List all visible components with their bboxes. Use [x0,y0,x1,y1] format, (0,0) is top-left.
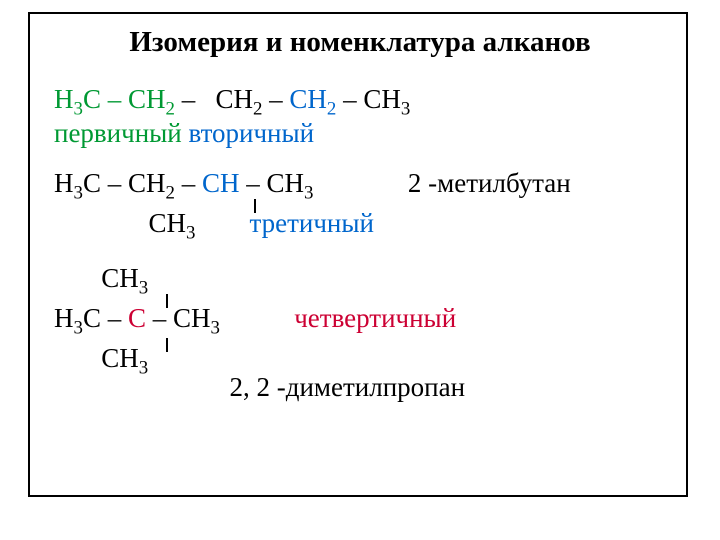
pentane-labels: первичный вторичный [54,119,666,147]
quaternary-carbon: C [128,303,146,333]
bond-line-1 [254,199,256,213]
primary-label: первичный [54,118,182,148]
secondary-label: вторичный [189,118,315,148]
quaternary-label: четвертичный [294,303,456,333]
bond-line-3 [166,338,168,352]
secondary-carbon: CH2 [289,84,336,114]
bond-line-2 [166,294,168,308]
example-3: CH3 H3C – C – CH3 четвертичный CH3 2, 2 … [54,264,666,403]
example-1: H3C – CH2 – CH2 – CH2 – CH3 первичный вт… [54,85,666,147]
dimethylpropane-main: H3C – C – CH3 четвертичный [54,304,666,334]
pentane-formula: H3C – CH2 – CH2 – CH2 – CH3 [54,85,666,115]
methylbutane-name: 2 -метилбутан [408,168,571,198]
methylbutane-branch: CH3 третичный [54,209,666,239]
slide-frame: Изомерия и номенклатура алканов H3C – CH… [28,12,688,497]
slide-title: Изомерия и номенклатура алканов [54,26,666,59]
dimethylpropane-name: 2, 2 -диметилпропан [54,373,666,403]
tertiary-carbon: CH [202,168,240,198]
dimethylpropane-top: CH3 [54,264,666,294]
tertiary-label: третичный [249,208,373,238]
dimethylpropane-bottom: CH3 [54,344,666,374]
primary-carbon: H3C – CH2 [54,84,175,114]
example-2: H3C – CH2 – CH – CH3 2 -метилбутан CH3 т… [54,169,666,238]
methylbutane-line1: H3C – CH2 – CH – CH3 2 -метилбутан [54,169,666,199]
